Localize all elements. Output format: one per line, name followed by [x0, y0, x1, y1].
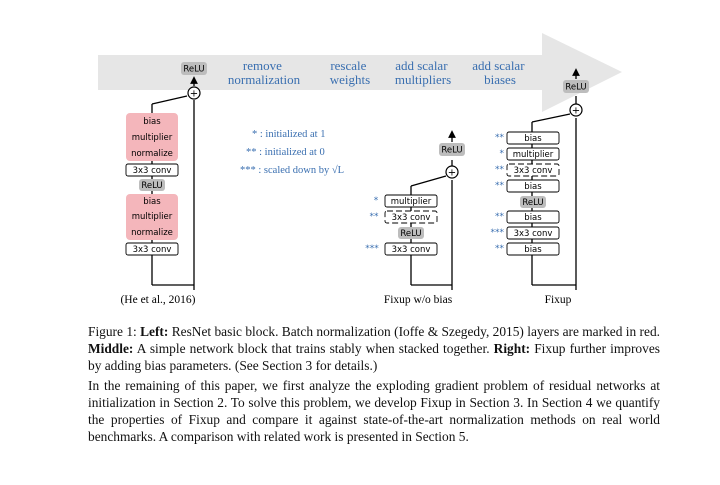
fixup-bias-top: bias	[524, 134, 542, 144]
stage-label-add-multipliers: add scalar multipliers	[395, 58, 451, 87]
resnet-bias-bottom: bias	[143, 197, 161, 207]
resnet-norm-group-bottom	[126, 194, 178, 240]
fixup-conv-bottom: 3x3 conv	[514, 229, 553, 239]
fixup-nobias-block: + ReLU multiplier * 3x3 conv ** ReLU 3x3…	[365, 130, 465, 306]
resnet-block: + ReLU bias multiplier normalize 3x3 con…	[120, 62, 207, 306]
resnet-multiplier-bottom: multiplier	[132, 212, 173, 222]
resnet-conv-top: 3x3 conv	[133, 166, 172, 176]
fixup-conv-top: 3x3 conv	[514, 166, 553, 176]
residual-add-icon	[187, 86, 201, 100]
fixup-relu-mid: ReLU	[522, 198, 543, 208]
resnet-normalize-top: normalize	[131, 149, 173, 159]
fixup-bias-3: bias	[524, 213, 542, 223]
fixup-nobias-relu-top: ReLU	[441, 146, 462, 156]
svg-text:+: +	[572, 106, 580, 117]
fixup-nobias-add-icon	[445, 165, 459, 179]
fixup-nobias-conv-top: 3x3 conv	[392, 213, 431, 223]
resnet-normalize-bottom: normalize	[131, 228, 173, 238]
svg-text:+: +	[190, 89, 198, 100]
body-paragraph: In the remaining of this paper, we first…	[88, 377, 660, 445]
resnet-multiplier-top: multiplier	[132, 133, 173, 143]
caption-left-text: ResNet basic block. Batch normalization …	[168, 324, 660, 339]
resnet-block-caption: (He et al., 2016)	[120, 294, 195, 306]
fixup-mark: ***	[491, 228, 505, 238]
figure-caption: Figure 1: Left: ResNet basic block. Batc…	[88, 323, 660, 374]
fixup-mark: **	[495, 133, 505, 143]
fixup-nobias-conv-bottom: 3x3 conv	[392, 245, 431, 255]
fixup-bias-bottom: bias	[524, 245, 542, 255]
fixup-block: + ReLU bias multiplier 3x3 conv bias ReL…	[491, 68, 589, 306]
legend-initialized-0: ** : initialized at 0	[246, 147, 325, 158]
stage-label-rescale-weights: rescale weights	[330, 58, 370, 87]
fixup-mark: **	[495, 244, 505, 254]
resnet-relu-mid: ReLU	[141, 181, 162, 191]
legend-scaled-down: *** : scaled down by √L	[240, 164, 344, 176]
stage-label-remove-normalization: remove normalization	[228, 58, 301, 87]
fixup-caption: Fixup	[545, 294, 572, 306]
fixup-nobias-relu-mid: ReLU	[400, 229, 421, 239]
resnet-bias-top: bias	[143, 117, 161, 127]
fixup-mark: **	[495, 212, 505, 222]
stage-label-add-biases: add scalar biases	[472, 58, 528, 87]
resnet-norm-group-top	[126, 113, 178, 161]
resnet-relu-top: ReLU	[183, 65, 204, 75]
svg-text:**: **	[370, 212, 380, 222]
fixup-multiplier: multiplier	[513, 150, 554, 160]
svg-text:***: ***	[365, 244, 379, 254]
resnet-conv-bottom: 3x3 conv	[133, 245, 172, 255]
fixup-nobias-caption: Fixup w/o bias	[384, 294, 453, 306]
caption-middle-text: A simple network block that trains stabl…	[133, 341, 494, 356]
fixup-add-icon	[569, 103, 583, 117]
fixup-mark: **	[495, 181, 505, 191]
fixup-relu-top: ReLU	[565, 83, 586, 93]
caption-middle-label: Middle:	[88, 341, 134, 356]
progression-arrow	[98, 33, 622, 112]
body-paragraph-text: In the remaining of this paper, we first…	[88, 378, 660, 444]
caption-right-text: Fixup further improves by adding bias pa…	[88, 341, 660, 373]
svg-text:+: +	[448, 168, 456, 179]
figure-1: remove normalization rescale weights add…	[98, 33, 622, 306]
fixup-nobias-multiplier: multiplier	[391, 197, 432, 207]
caption-label: Figure 1:	[88, 324, 137, 339]
fixup-mark: *	[500, 149, 505, 159]
caption-right-label: Right:	[493, 341, 531, 356]
fixup-bias-2: bias	[524, 182, 542, 192]
legend-initialized-1: * : initialized at 1	[252, 129, 325, 140]
caption-left-label: Left:	[140, 324, 169, 339]
svg-text:*: *	[374, 196, 379, 206]
fixup-mark: **	[495, 165, 505, 175]
